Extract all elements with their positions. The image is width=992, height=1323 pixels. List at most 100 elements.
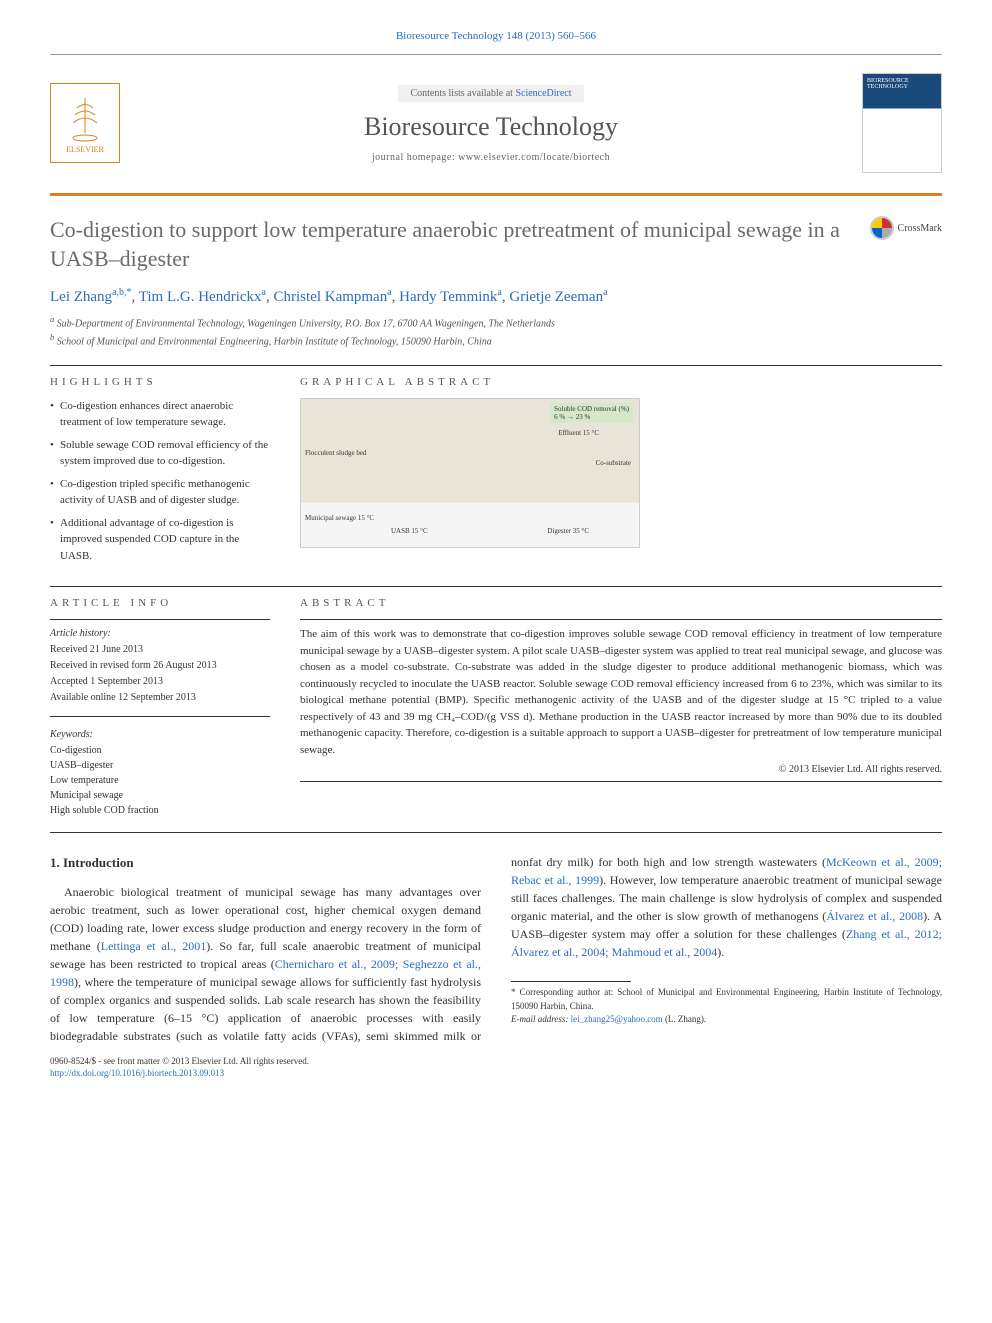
aff-key: b [50,333,54,342]
thin-rule [50,365,942,366]
abstract-text: The aim of this work was to demonstrate … [300,626,942,758]
author: Grietje Zeemana [509,289,607,305]
author-sup: a [603,287,607,298]
affiliations: a Sub-Department of Environmental Techno… [50,314,942,349]
homepage-url[interactable]: www.elsevier.com/locate/biortech [458,152,610,163]
keywords-list: Co-digestion UASB–digester Low temperatu… [50,743,270,818]
abstract-section: ABSTRACT The aim of this work was to dem… [300,597,942,818]
author: Hardy Temminka [399,289,502,305]
author-link[interactable]: Lei Zhang [50,289,112,305]
highlights-graphical-row: HIGHLIGHTS Co-digestion enhances direct … [50,376,942,571]
intro-heading: 1. Introduction [50,853,481,873]
contents-prefix: Contents lists available at [410,88,515,99]
elsevier-tree-icon [65,93,105,143]
affiliation: a Sub-Department of Environmental Techno… [50,314,942,331]
highlight-item: Additional advantage of co-digestion is … [50,515,270,565]
ga-flocculent: Flocculent sludge bed [305,449,366,457]
citation-link[interactable]: Lettinga et al., 2001 [101,939,207,953]
top-rule [50,54,942,55]
highlights-section: HIGHLIGHTS Co-digestion enhances direct … [50,376,270,571]
email-label: E-mail address: [511,1014,568,1024]
ga-municipal: Municipal sewage 15 °C [305,514,374,522]
publisher-logo[interactable]: ELSEVIER [50,83,120,163]
intro-text: ), where the tem [74,975,153,989]
info-rule [50,619,270,620]
intro-text: ). [717,945,724,959]
highlights-list: Co-digestion enhances direct anaerobic t… [50,398,270,565]
author-link[interactable]: Christel Kampman [273,289,387,305]
title-row: Co-digestion to support low temperature … [50,216,942,273]
long-rule [50,832,942,833]
copyright: © 2013 Elsevier Ltd. All rights reserved… [300,764,942,775]
author-link[interactable]: Grietje Zeeman [509,289,603,305]
highlight-item: Co-digestion tripled specific methanogen… [50,476,270,509]
citation-header: Bioresource Technology 148 (2013) 560–56… [50,30,942,42]
corr-label: Corresponding author at: School of Munic… [511,987,942,1011]
footnote-rule [511,981,631,982]
corresponding-note: * Corresponding author at: School of Mun… [511,986,942,1013]
aff-text: School of Municipal and Environmental En… [57,336,492,347]
affiliation: b School of Municipal and Environmental … [50,332,942,349]
journal-name: Bioresource Technology [140,112,842,142]
graphical-label: GRAPHICAL ABSTRACT [300,376,942,388]
info-abstract-row: ARTICLE INFO Article history: Received 2… [50,597,942,818]
graphical-abstract-section: GRAPHICAL ABSTRACT Soluble COD removal (… [300,376,942,571]
authors-list: Lei Zhanga,b,*, Tim L.G. Hendrickxa, Chr… [50,287,942,306]
author-link[interactable]: Hardy Temmink [399,289,497,305]
author-corr[interactable]: * [127,287,132,298]
highlight-item: Soluble sewage COD removal efficiency of… [50,437,270,470]
footer-info: 0960-8524/$ - see front matter © 2013 El… [50,1055,942,1080]
cover-text: BIORESOURCE TECHNOLOGY [867,78,937,90]
abstract-bottom-rule [300,781,942,782]
author-sup: a [262,287,266,298]
abstract-rule [300,619,942,620]
journal-homepage: journal homepage: www.elsevier.com/locat… [140,152,842,163]
publisher-name: ELSEVIER [66,145,104,154]
crossmark-badge[interactable]: CrossMark [870,216,942,240]
accepted-date: Accepted 1 September 2013 [50,674,270,690]
thin-rule-2 [50,586,942,587]
doi-link[interactable]: http://dx.doi.org/10.1016/j.biortech.201… [50,1068,224,1078]
article-title: Co-digestion to support low temperature … [50,216,870,273]
article-info-section: ARTICLE INFO Article history: Received 2… [50,597,270,818]
crossmark-icon [870,216,894,240]
ga-effluent: Effluent 15 °C [558,429,599,437]
sciencedirect-link[interactable]: ScienceDirect [515,88,571,99]
author-link[interactable]: Tim L.G. Hendrickx [139,289,262,305]
author: Tim L.G. Hendrickxa [139,289,266,305]
graphical-abstract-image[interactable]: Soluble COD removal (%)6 % → 23 % Efflue… [300,398,640,548]
ga-digester: Digester 35 °C [547,527,589,535]
issn-line: 0960-8524/$ - see front matter © 2013 El… [50,1055,942,1068]
ga-uasb: UASB 15 °C [391,527,428,535]
kw-rule [50,716,270,717]
keyword: Municipal sewage [50,788,270,803]
masthead: ELSEVIER Contents lists available at Sci… [50,63,942,183]
keyword: High soluble COD fraction [50,803,270,818]
citation-link[interactable]: Álvarez et al., 2008 [826,909,923,923]
author-sup: a [497,287,501,298]
aff-key: a [50,315,54,324]
journal-cover-thumbnail[interactable]: BIORESOURCE TECHNOLOGY [862,73,942,173]
author-sup: a [387,287,391,298]
article-info-label: ARTICLE INFO [50,597,270,609]
email-note: E-mail address: lei_zhang25@yahoo.com (L… [511,1013,942,1027]
article-info: Article history: Received 21 June 2013 R… [50,626,270,818]
revised-date: Received in revised form 26 August 2013 [50,658,270,674]
abstract-label: ABSTRACT [300,597,942,609]
footnotes: * Corresponding author at: School of Mun… [511,986,942,1027]
contents-available: Contents lists available at ScienceDirec… [398,85,583,102]
keyword: UASB–digester [50,758,270,773]
masthead-center: Contents lists available at ScienceDirec… [140,84,842,163]
keywords-label: Keywords: [50,727,270,743]
intro-section: 1. Introduction Anaerobic biological tre… [50,853,942,1045]
author: Lei Zhanga,b,* [50,289,132,305]
highlights-label: HIGHLIGHTS [50,376,270,388]
email-link[interactable]: lei_zhang25@yahoo.com [571,1014,663,1024]
keyword: Co-digestion [50,743,270,758]
highlight-item: Co-digestion enhances direct anaerobic t… [50,398,270,431]
aff-text: Sub-Department of Environmental Technolo… [57,319,555,330]
keyword: Low temperature [50,773,270,788]
ga-cosubstrate: Co-substrate [596,459,631,467]
crossmark-label: CrossMark [898,223,942,234]
ga-cod-label: Soluble COD removal (%)6 % → 23 % [550,403,633,423]
